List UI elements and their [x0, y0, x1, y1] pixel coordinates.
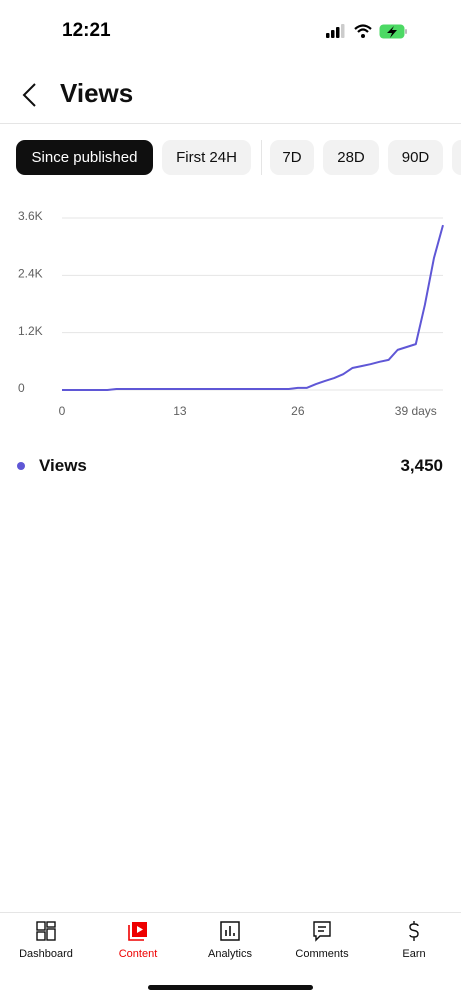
nav-label: Content	[118, 948, 158, 960]
back-button[interactable]	[20, 82, 40, 108]
icon	[128, 922, 147, 941]
legend-marker	[17, 462, 25, 470]
tab[interactable]	[452, 140, 461, 175]
icon	[220, 921, 240, 941]
nav-item[interactable]: Dashboard	[6, 920, 86, 960]
tab[interactable]: 28D	[323, 140, 379, 175]
icon	[313, 921, 331, 942]
legend-label: Views	[39, 456, 87, 475]
nav-label: Dashboard	[19, 948, 73, 960]
y-tick-label: 1.2K	[18, 324, 43, 338]
legend-total: 3,450	[400, 456, 443, 475]
line	[62, 224, 444, 391]
nav-label: Analytics	[207, 948, 253, 960]
x-tick-label: 13	[173, 404, 187, 418]
tab[interactable]: Since published	[16, 140, 153, 175]
page-title: Views	[60, 78, 134, 108]
icon	[36, 921, 56, 941]
nav-label: Comments	[295, 948, 349, 960]
y-tick-label: 0	[18, 381, 25, 395]
x-tick-label: 26	[291, 404, 305, 418]
status-time: 12:21	[62, 20, 111, 41]
tab[interactable]: First 24H	[162, 140, 251, 175]
nav-item[interactable]: Content	[98, 920, 178, 960]
x-tick-label: 0	[59, 404, 66, 418]
status-icons	[326, 24, 407, 39]
divider	[0, 912, 461, 913]
home-indicator	[148, 985, 313, 990]
nav-item[interactable]: Earn	[374, 920, 454, 960]
nav-label: Earn	[402, 948, 426, 960]
tab-separator	[261, 140, 262, 175]
icon	[409, 921, 419, 941]
nav-item[interactable]: Comments	[282, 920, 362, 960]
x-tick-label: 39 days	[395, 404, 437, 418]
y-tick-label: 3.6K	[18, 209, 43, 223]
chart: 0 1.2K 2.4K 3.6K 0 13 26 39 days	[18, 209, 444, 418]
nav-item[interactable]: Analytics	[190, 920, 270, 960]
y-tick-label: 2.4K	[18, 267, 43, 281]
divider	[0, 123, 461, 124]
tab[interactable]: 90D	[388, 140, 443, 175]
tab[interactable]: 7D	[270, 140, 314, 175]
